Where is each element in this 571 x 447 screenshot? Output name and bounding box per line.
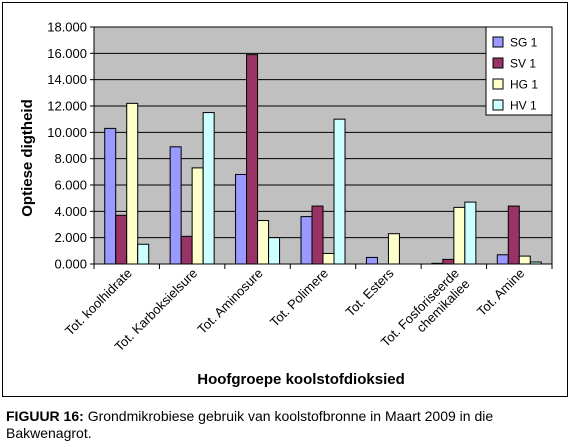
bar-hv-1 bbox=[268, 237, 281, 265]
bar-sg-1 bbox=[496, 254, 509, 265]
y-tick-label: 18.000 bbox=[47, 20, 87, 35]
y-tick-labels: 0.000 2.000 4.000 6.000 8.000 10.000 12.000 14.… bbox=[47, 20, 87, 272]
x-axis-title: Hoofgroepe koolstofdioksied bbox=[197, 371, 405, 388]
legend-label: HG 1 bbox=[510, 78, 538, 92]
x-tick-label-line: Tot. Polimere bbox=[267, 266, 331, 330]
bar-hg-1 bbox=[191, 167, 204, 265]
y-tick-label: 2.000 bbox=[54, 230, 87, 245]
axes bbox=[90, 26, 553, 269]
bar-sg-1 bbox=[169, 146, 182, 265]
legend-swatch bbox=[492, 78, 504, 90]
legend: SG 1 SV 1 HG 1 HV 1 bbox=[485, 26, 553, 116]
x-tick-label-line: Tot. Esters bbox=[343, 265, 397, 319]
y-axis-title: Optiese digtheid bbox=[19, 99, 36, 217]
figure-caption: FIGUUR 16: Grondmikrobiese gebruik van k… bbox=[6, 408, 566, 442]
legend-label: SG 1 bbox=[510, 36, 538, 50]
bar-hg-1 bbox=[322, 252, 335, 265]
y-tick-label: 0.000 bbox=[54, 257, 87, 272]
bar-sg-1 bbox=[104, 127, 117, 265]
y-tick-label: 10.000 bbox=[47, 125, 87, 140]
bar-hg-1 bbox=[387, 233, 400, 265]
x-tick-label: Tot. Polimere bbox=[267, 266, 331, 330]
bar-hg-1 bbox=[257, 220, 270, 265]
bar-sv-1 bbox=[180, 235, 193, 265]
bar-hg-1 bbox=[126, 102, 139, 265]
y-tick-label: 16.000 bbox=[47, 46, 87, 61]
x-tick-label: Tot. Amine bbox=[474, 266, 528, 320]
bar-sv-1 bbox=[115, 214, 128, 265]
bar-sg-1 bbox=[235, 173, 248, 265]
bar-hv-1 bbox=[137, 243, 150, 265]
legend-swatch bbox=[492, 99, 504, 111]
y-tick-label: 6.000 bbox=[54, 178, 87, 193]
bar-sv-1 bbox=[311, 205, 324, 265]
legend-swatch bbox=[492, 36, 504, 48]
bar-hv-1 bbox=[333, 118, 346, 265]
bar-sv-1 bbox=[246, 54, 259, 265]
x-tick-label: Tot. Esters bbox=[343, 265, 397, 319]
bar-sv-1 bbox=[507, 205, 520, 265]
bar-hv-1 bbox=[202, 112, 215, 265]
plot-border bbox=[93, 26, 553, 265]
bar-hg-1 bbox=[453, 206, 466, 265]
y-tick-label: 12.000 bbox=[47, 99, 87, 114]
y-tick-label: 4.000 bbox=[54, 204, 87, 219]
bar-hg-1 bbox=[518, 255, 531, 265]
caption-text: Grondmikrobiese gebruik van koolstofbron… bbox=[6, 408, 494, 441]
bar-sg-1 bbox=[300, 216, 313, 265]
y-tick-label: 14.000 bbox=[47, 72, 87, 87]
x-tick-label-line: Tot. Aminosure bbox=[194, 266, 265, 337]
caption-label: FIGUUR 16: bbox=[6, 408, 84, 424]
legend-label: HV 1 bbox=[510, 99, 537, 113]
bar-chart: 0.000 2.000 4.000 6.000 8.000 10.000 12.000 14.… bbox=[19, 20, 553, 388]
y-tick-label: 8.000 bbox=[54, 151, 87, 166]
x-tick-label-line: Tot. Amine bbox=[474, 266, 528, 320]
x-tick-label-line: Tot. koolhidrate bbox=[62, 266, 135, 339]
legend-swatch bbox=[492, 57, 504, 69]
bar-sv-1 bbox=[442, 258, 455, 265]
bar-sg-1 bbox=[365, 256, 378, 265]
x-tick-label: Tot. koolhidrate bbox=[62, 266, 135, 339]
legend-label: SV 1 bbox=[510, 57, 536, 71]
bar-hv-1 bbox=[464, 201, 477, 265]
x-tick-label: Tot. Aminosure bbox=[194, 266, 265, 337]
